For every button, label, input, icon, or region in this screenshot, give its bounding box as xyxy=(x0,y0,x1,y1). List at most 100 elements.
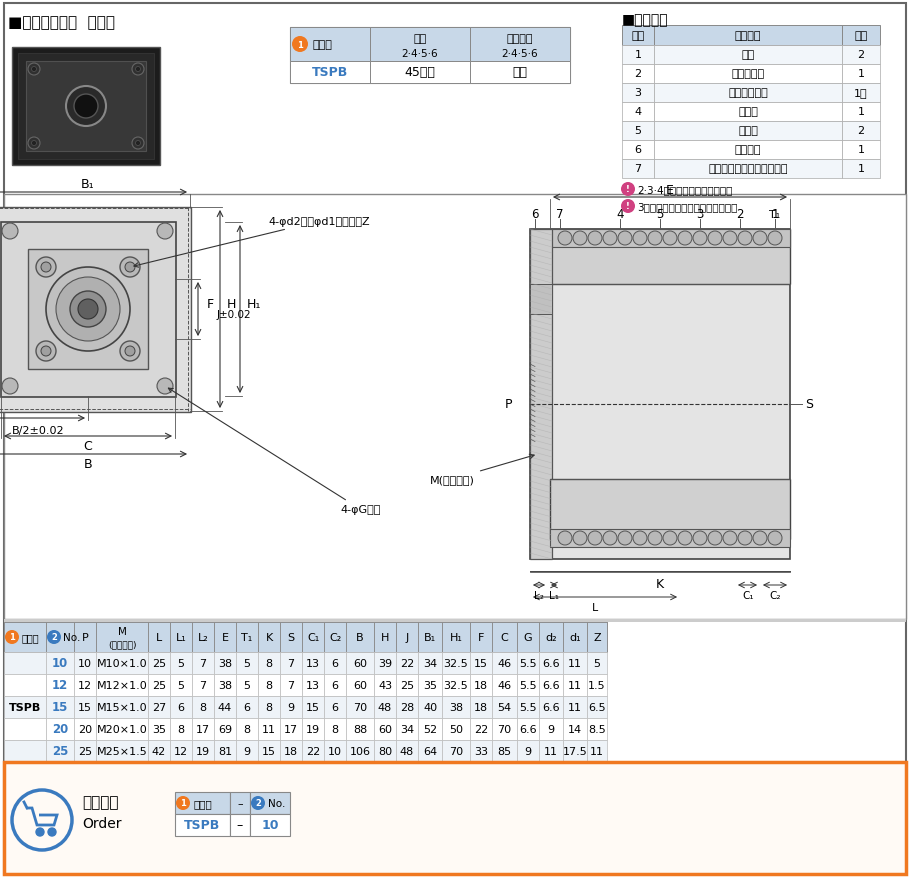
Text: 2: 2 xyxy=(857,50,864,60)
Bar xyxy=(587,740,607,762)
Bar xyxy=(396,696,418,718)
Text: 11: 11 xyxy=(568,702,582,712)
Text: –: – xyxy=(237,818,243,831)
Text: 5.5: 5.5 xyxy=(520,702,537,712)
Text: 33: 33 xyxy=(474,746,488,756)
Bar xyxy=(654,84,842,103)
Text: 60: 60 xyxy=(353,680,367,690)
Circle shape xyxy=(136,68,140,72)
Bar xyxy=(622,46,654,65)
Bar xyxy=(74,696,96,718)
Circle shape xyxy=(708,232,722,246)
Text: 9: 9 xyxy=(288,702,295,712)
Text: C: C xyxy=(501,632,508,643)
Text: 7: 7 xyxy=(634,164,642,174)
Bar xyxy=(654,103,842,122)
Text: 25: 25 xyxy=(52,745,68,758)
Text: 15: 15 xyxy=(52,701,68,714)
Bar xyxy=(230,814,250,836)
Bar xyxy=(654,122,842,140)
Bar xyxy=(280,674,302,696)
Bar xyxy=(236,623,258,652)
Text: 52: 52 xyxy=(423,724,437,734)
Text: H: H xyxy=(227,299,237,311)
Text: 1组: 1组 xyxy=(854,88,868,97)
Text: 7: 7 xyxy=(288,680,295,690)
Bar xyxy=(324,623,346,652)
Bar xyxy=(214,623,236,652)
Text: TSPB: TSPB xyxy=(184,818,220,831)
Text: C: C xyxy=(84,440,93,453)
Bar xyxy=(587,718,607,740)
Bar xyxy=(192,718,214,740)
Text: C₂: C₂ xyxy=(769,590,781,601)
Bar xyxy=(842,46,880,65)
Circle shape xyxy=(132,138,144,150)
Circle shape xyxy=(768,531,782,545)
Text: 1: 1 xyxy=(634,50,642,60)
Bar xyxy=(4,674,46,696)
Bar xyxy=(192,674,214,696)
Bar xyxy=(236,740,258,762)
Text: E: E xyxy=(221,632,228,643)
Text: 6: 6 xyxy=(244,702,250,712)
Text: L: L xyxy=(592,602,598,612)
Circle shape xyxy=(723,531,737,545)
Text: S: S xyxy=(288,632,295,643)
Text: 2·4·5·6: 2·4·5·6 xyxy=(501,49,539,59)
Text: L₂: L₂ xyxy=(534,590,544,601)
Text: B/2±0.02: B/2±0.02 xyxy=(12,426,65,435)
Text: 40: 40 xyxy=(423,702,437,712)
Text: L₂: L₂ xyxy=(197,632,208,643)
Circle shape xyxy=(28,64,40,76)
Circle shape xyxy=(157,378,173,394)
Text: 1: 1 xyxy=(180,799,186,808)
Text: 3内六角螺栓锁紧时，请垫上衬坠。: 3内六角螺栓锁紧时，请垫上衬坠。 xyxy=(637,202,737,212)
Bar xyxy=(492,623,517,652)
Circle shape xyxy=(78,299,98,320)
Bar xyxy=(192,740,214,762)
Circle shape xyxy=(708,531,722,545)
Text: 发黑: 发黑 xyxy=(512,67,528,79)
Bar xyxy=(470,696,492,718)
Bar xyxy=(302,696,324,718)
Bar xyxy=(622,140,654,160)
Bar xyxy=(442,696,470,718)
Bar xyxy=(587,696,607,718)
Bar xyxy=(563,740,587,762)
Text: 6: 6 xyxy=(331,658,339,668)
Circle shape xyxy=(46,268,130,351)
Bar xyxy=(587,652,607,674)
Text: 8: 8 xyxy=(266,680,273,690)
Bar xyxy=(842,122,880,140)
Text: 6: 6 xyxy=(331,702,339,712)
Bar xyxy=(236,696,258,718)
Bar xyxy=(654,46,842,65)
Text: 17: 17 xyxy=(196,724,210,734)
Bar xyxy=(4,623,607,652)
Bar xyxy=(170,696,192,718)
Text: !: ! xyxy=(626,202,630,212)
Text: 12: 12 xyxy=(78,680,92,690)
Bar xyxy=(539,674,563,696)
Bar xyxy=(539,623,563,652)
Text: 9: 9 xyxy=(548,724,554,734)
Bar xyxy=(214,718,236,740)
Text: 38: 38 xyxy=(217,658,232,668)
Text: 调整环: 调整环 xyxy=(738,126,758,136)
Text: 10: 10 xyxy=(78,658,92,668)
Bar xyxy=(442,740,470,762)
Bar xyxy=(530,230,552,559)
Bar xyxy=(214,674,236,696)
Bar xyxy=(170,740,192,762)
Text: M: M xyxy=(117,626,126,637)
Circle shape xyxy=(56,277,120,342)
Bar xyxy=(442,718,470,740)
Text: 35: 35 xyxy=(423,680,437,690)
Text: S: S xyxy=(805,398,813,411)
Text: 46: 46 xyxy=(497,658,511,668)
Text: 1: 1 xyxy=(857,68,864,79)
Text: 类型码: 类型码 xyxy=(22,632,40,643)
Bar xyxy=(170,623,192,652)
Bar xyxy=(96,718,148,740)
